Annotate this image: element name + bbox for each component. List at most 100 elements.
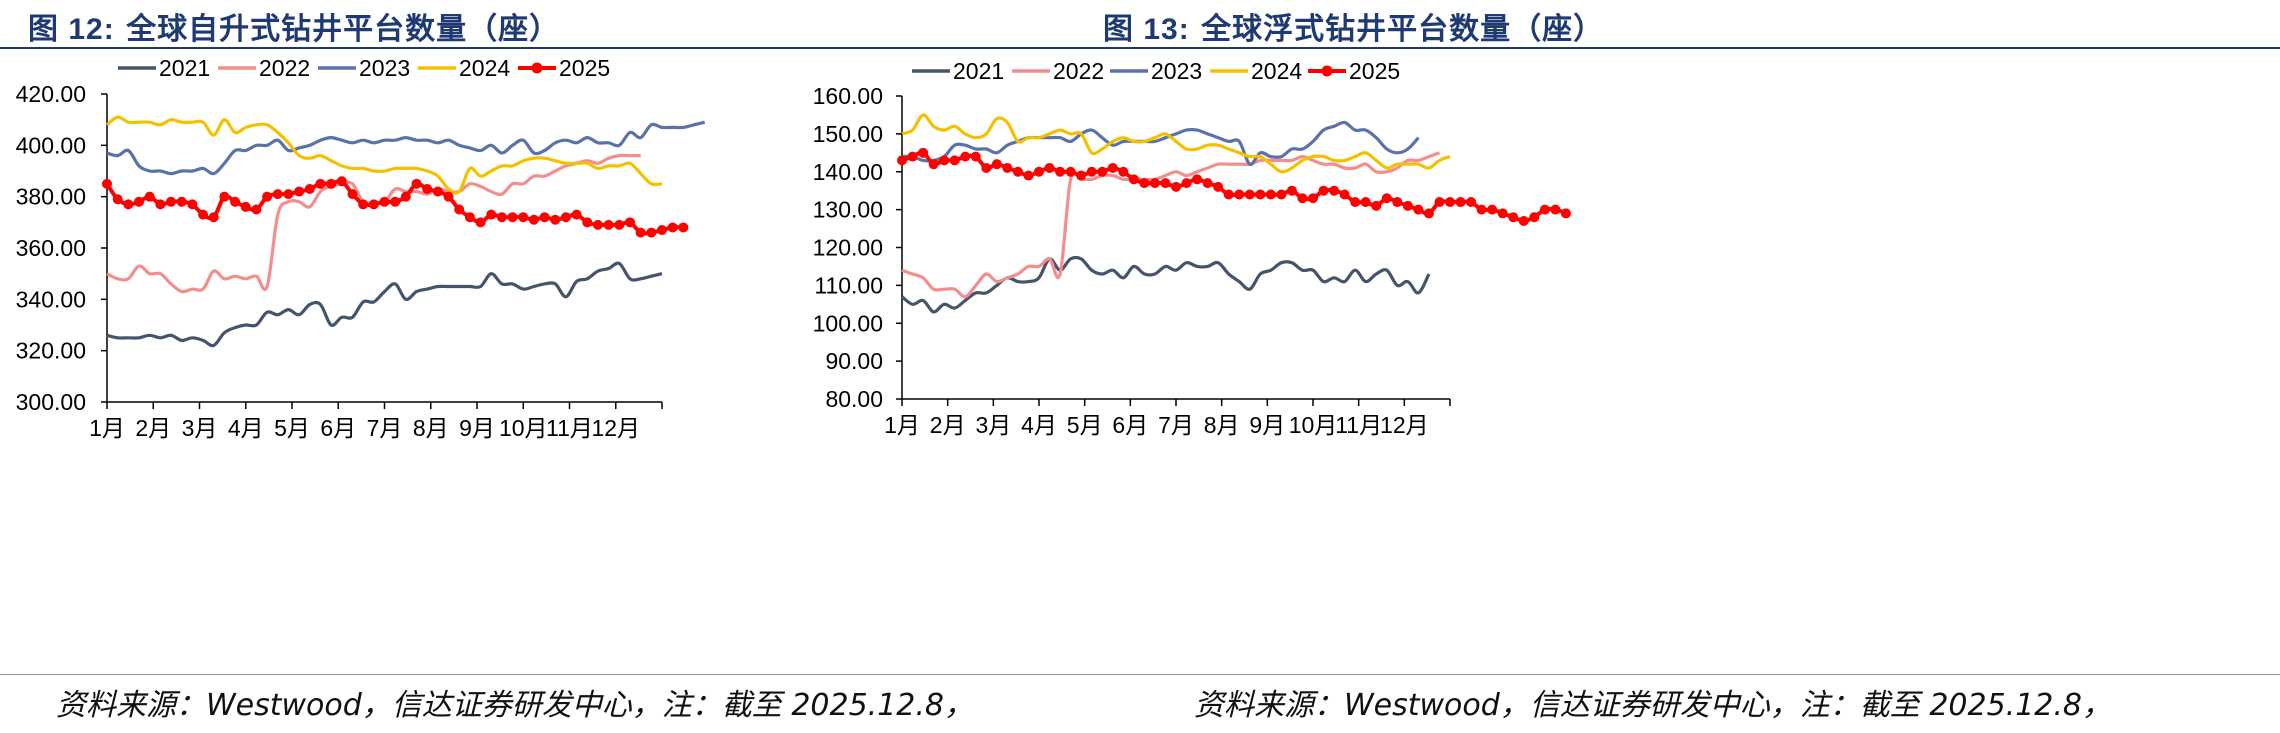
y-tick-label: 300.00 — [16, 389, 86, 415]
data-point-2025 — [1381, 193, 1392, 204]
data-point-2025 — [326, 178, 337, 189]
data-point-2025 — [1128, 174, 1139, 185]
series-2021 — [900, 255, 1431, 314]
y-tick-label: 360.00 — [16, 235, 86, 261]
legend-label: 2022 — [1053, 58, 1104, 84]
title-divider — [0, 47, 1100, 49]
data-point-2025 — [1118, 166, 1129, 177]
data-point-2025 — [358, 199, 369, 210]
y-tick-label: 150.00 — [813, 121, 883, 147]
legend-label: 2022 — [259, 55, 310, 81]
data-point-2025 — [1107, 162, 1118, 173]
data-point-2025 — [582, 217, 593, 228]
series-2022 — [901, 151, 1441, 299]
data-point-2025 — [1487, 204, 1498, 215]
x-tick-label: 2月 — [930, 412, 966, 438]
figure-13-panel: 图 13: 全球浮式钻井平台数量（座） 80.00 90.00 100.00 110.… — [813, 0, 2280, 733]
data-point-2025 — [667, 222, 678, 233]
series-line-2021 — [900, 255, 1431, 314]
y-tick-label: 100.00 — [813, 310, 883, 336]
data-point-2025 — [1529, 212, 1540, 223]
data-point-2025 — [1023, 170, 1034, 181]
data-point-2025 — [262, 191, 273, 202]
legend-marker — [1321, 65, 1333, 77]
data-point-2025 — [1360, 197, 1371, 208]
data-point-2025 — [1139, 178, 1150, 189]
data-point-2025 — [304, 183, 315, 194]
series-line-2023 — [106, 120, 706, 176]
data-point-2025 — [1012, 166, 1023, 177]
x-tick-label: 4月 — [228, 415, 264, 441]
figure-12-panel: 图 12: 全球自升式钻井平台数量（座） 300.00 320.00 340.00 3… — [0, 0, 1100, 733]
x-tick-label: 10月 — [1289, 412, 1338, 438]
series-2024 — [901, 113, 1451, 174]
data-point-2025 — [1286, 185, 1297, 196]
x-tick-label: 4月 — [1021, 412, 1057, 438]
floater-rig-count-chart: 80.00 90.00 100.00 110.00 120.00 130.00 140.00… — [813, 58, 1571, 438]
legend-label: 2024 — [1251, 58, 1302, 84]
y-tick-label: 320.00 — [16, 338, 86, 364]
data-point-2025 — [1434, 197, 1445, 208]
data-point-2025 — [219, 191, 230, 202]
data-point-2025 — [336, 176, 347, 187]
x-tick-label: 10月 — [499, 415, 548, 441]
data-point-2025 — [294, 186, 305, 197]
series-2024 — [105, 115, 663, 195]
data-point-2025 — [1308, 193, 1318, 204]
data-point-2025 — [134, 196, 145, 207]
data-point-2025 — [1518, 215, 1529, 226]
data-point-2025 — [1466, 197, 1477, 208]
series-2021 — [106, 261, 663, 348]
source-divider — [0, 674, 1100, 675]
x-tick-label: 8月 — [1204, 412, 1240, 438]
data-point-2025 — [1065, 166, 1076, 177]
data-point-2025 — [560, 212, 571, 223]
data-point-2025 — [1339, 189, 1350, 200]
data-point-2025 — [571, 209, 582, 220]
data-point-2025 — [539, 212, 550, 223]
y-tick-label: 340.00 — [16, 286, 86, 312]
y-tick-label: 160.00 — [813, 83, 883, 109]
y-tick-label: 120.00 — [813, 235, 883, 261]
legend-marker — [531, 62, 543, 74]
data-point-2025 — [1476, 204, 1487, 215]
data-point-2025 — [411, 178, 422, 189]
data-point-2025 — [1402, 200, 1413, 211]
data-point-2025 — [1244, 189, 1255, 200]
x-tick-label: 2月 — [135, 415, 171, 441]
data-point-2025 — [454, 204, 465, 215]
data-point-2025 — [368, 199, 379, 210]
legend-item-2022: 2022 — [218, 55, 310, 81]
data-point-2025 — [1371, 200, 1382, 211]
x-tick-label: 1月 — [884, 412, 920, 438]
data-point-2025 — [283, 189, 294, 200]
data-point-2025 — [939, 155, 950, 166]
legend-item-2022: 2022 — [1012, 58, 1104, 84]
data-point-2025 — [1034, 166, 1044, 177]
y-tick-label: 380.00 — [16, 184, 86, 210]
data-point-2025 — [1445, 197, 1455, 208]
series-line-2025 — [901, 150, 1567, 223]
legend-item-2025: 2025 — [518, 55, 610, 81]
x-tick-label: 12月 — [1380, 412, 1429, 438]
legend-item-2025: 2025 — [1308, 58, 1400, 84]
x-tick-label: 8月 — [413, 415, 449, 441]
series-line-2023 — [901, 120, 1420, 166]
x-tick-label: 9月 — [459, 415, 495, 441]
legend-label: 2023 — [359, 55, 410, 81]
data-point-2025 — [1149, 178, 1160, 189]
data-point-2025 — [1055, 166, 1066, 177]
data-point-2025 — [208, 212, 219, 223]
legend-label: 2023 — [1151, 58, 1202, 84]
data-point-2025 — [390, 196, 401, 207]
legend-item-2024: 2024 — [418, 55, 510, 81]
data-point-2025 — [678, 222, 689, 233]
data-point-2025 — [1497, 208, 1508, 219]
y-tick-label: 110.00 — [814, 272, 883, 298]
data-point-2025 — [112, 194, 123, 205]
series-line-2024 — [105, 115, 663, 195]
data-point-2025 — [646, 227, 657, 238]
x-tick-label: 7月 — [1158, 412, 1194, 438]
x-tick-label: 12月 — [591, 415, 640, 441]
legend-item-2023: 2023 — [318, 55, 410, 81]
